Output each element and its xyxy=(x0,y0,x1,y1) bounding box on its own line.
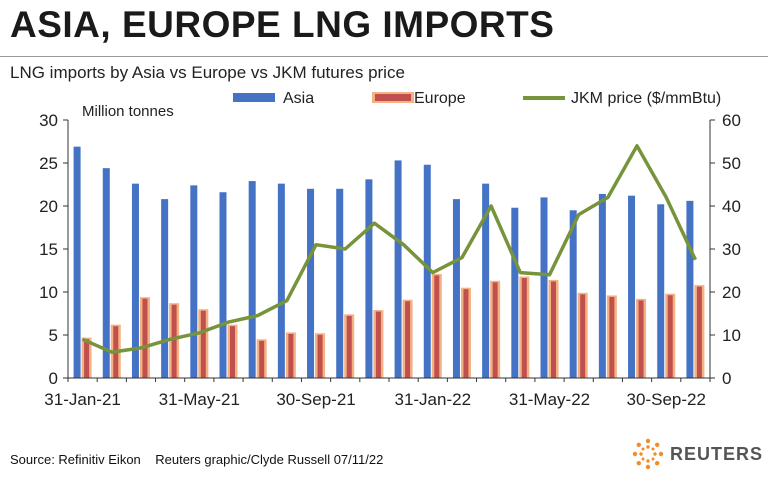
asia-bar xyxy=(540,197,548,378)
reuters-logo: REUTERS xyxy=(632,438,763,470)
asia-bar xyxy=(307,188,315,378)
legend-asia-swatch xyxy=(233,93,275,102)
europe-bar xyxy=(84,339,90,378)
right-tick-label: 30 xyxy=(722,240,741,259)
europe-bar xyxy=(551,281,556,378)
x-tick-label: 30-Sep-21 xyxy=(276,390,355,409)
asia-bar xyxy=(511,207,519,378)
right-tick-label: 20 xyxy=(722,283,741,302)
asia-bar xyxy=(73,146,81,378)
asia-bar xyxy=(686,200,694,378)
asia-bar xyxy=(248,181,256,378)
europe-bar xyxy=(288,333,294,378)
asia-bar xyxy=(657,204,665,378)
source-text: Source: Refinitiv Eikon xyxy=(10,452,141,467)
asia-bar xyxy=(365,179,373,378)
x-tick-label: 31-May-22 xyxy=(509,390,590,409)
asia-bar xyxy=(423,164,431,378)
europe-bar xyxy=(317,334,323,378)
x-tick-label: 30-Sep-22 xyxy=(627,390,706,409)
europe-bar xyxy=(171,304,177,378)
europe-bar xyxy=(375,311,381,378)
reuters-wordmark: REUTERS xyxy=(670,443,764,464)
legend-asia-label: Asia xyxy=(283,90,314,107)
europe-bar xyxy=(609,296,615,378)
chart-title: ASIA, EUROPE LNG IMPORTS xyxy=(10,4,555,45)
asia-bar xyxy=(161,199,169,378)
jkm-price-line xyxy=(81,144,697,354)
europe-bar xyxy=(142,298,148,378)
left-tick-label: 0 xyxy=(49,369,58,388)
europe-bar xyxy=(259,340,265,378)
asia-bar xyxy=(131,183,139,378)
left-tick-label: 10 xyxy=(39,283,58,302)
europe-bar xyxy=(667,295,673,378)
x-tick-label: 31-Jan-22 xyxy=(394,390,471,409)
reuters-dots-icon xyxy=(632,438,664,470)
europe-bar xyxy=(492,282,498,378)
legend-europe-label: Europe xyxy=(414,90,466,107)
europe-bar xyxy=(638,300,644,378)
europe-bar xyxy=(230,326,235,378)
europe-bar xyxy=(434,275,440,378)
asia-bar xyxy=(628,195,636,378)
europe-bar xyxy=(405,301,411,378)
right-tick-label: 0 xyxy=(722,369,731,388)
asia-bar xyxy=(277,183,285,378)
chart-subtitle: LNG imports by Asia vs Europe vs JKM fut… xyxy=(10,63,405,82)
legend-europe-swatch xyxy=(375,94,411,101)
asia-bar xyxy=(482,183,490,378)
right-tick-label: 60 xyxy=(722,111,741,130)
europe-bar xyxy=(696,286,702,378)
europe-bar xyxy=(521,278,527,378)
legend-jkm-label: JKM price ($/mmBtu) xyxy=(571,90,721,107)
right-tick-label: 50 xyxy=(722,154,741,173)
europe-bar xyxy=(346,315,352,378)
left-axis-label: Million tonnes xyxy=(82,103,174,120)
title-divider xyxy=(0,56,768,57)
asia-bar xyxy=(102,168,110,378)
x-tick-label: 31-Jan-21 xyxy=(44,390,121,409)
right-tick-label: 40 xyxy=(722,197,741,216)
europe-bar xyxy=(200,310,206,378)
left-tick-label: 15 xyxy=(39,240,58,259)
right-tick-label: 10 xyxy=(722,326,741,345)
asia-bar xyxy=(394,160,402,378)
europe-bar xyxy=(580,294,586,378)
asia-bar xyxy=(598,193,606,378)
asia-bar xyxy=(219,192,227,378)
left-tick-label: 25 xyxy=(39,154,58,173)
asia-bar xyxy=(569,210,577,378)
asia-bar xyxy=(190,185,198,378)
left-tick-label: 30 xyxy=(39,111,58,130)
asia-bar xyxy=(336,188,344,378)
x-tick-label: 31-May-21 xyxy=(159,390,240,409)
footer-source: Source: Refinitiv Eikon Reuters graphic/… xyxy=(10,452,383,467)
left-tick-label: 20 xyxy=(39,197,58,216)
credit-text: Reuters graphic/Clyde Russell 07/11/22 xyxy=(155,452,384,467)
europe-bar xyxy=(463,289,469,378)
left-tick-label: 5 xyxy=(49,326,58,345)
asia-bar xyxy=(452,199,460,378)
